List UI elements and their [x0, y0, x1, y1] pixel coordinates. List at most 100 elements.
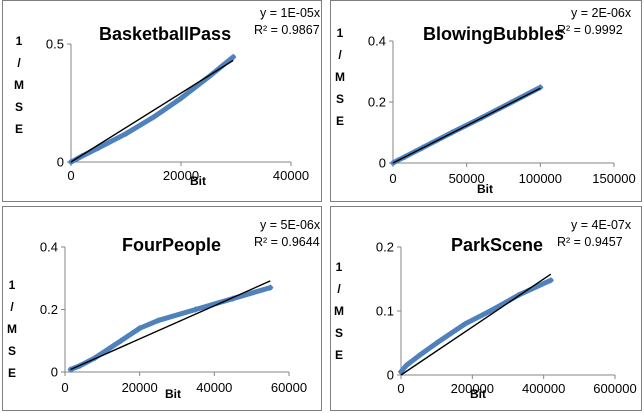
y-axis-label-char: 1: [9, 278, 16, 292]
y-axis-label-char: 1: [336, 260, 343, 274]
y-tick-label: 0: [379, 156, 386, 171]
x-tick-label: 100000: [519, 171, 562, 186]
trendline-equation: y = 2E-06x: [571, 6, 632, 20]
y-tick-label: 0.2: [376, 240, 394, 255]
y-axis-label-char: E: [336, 114, 344, 128]
chart-title: FourPeople: [122, 235, 221, 255]
y-tick-label: 0: [387, 368, 394, 383]
chart-panel-blowingbubbles: BlowingBubbles y = 2E-06x R² = 0.9992 Bi…: [330, 0, 642, 202]
data-point: [155, 317, 162, 324]
chart-title: ParkScene: [451, 235, 543, 255]
plot-area: 0 0.2 0.4 0 20000 40000 60000: [40, 240, 307, 396]
data-point: [229, 295, 237, 302]
chart-title: BlowingBubbles: [423, 24, 564, 44]
x-tick-label: 150000: [592, 171, 635, 186]
data-point: [117, 337, 125, 344]
x-tick-label: 0: [61, 380, 68, 395]
x-axis-label: Bit: [165, 387, 181, 401]
y-axis-label-char: /: [17, 56, 21, 70]
chart-panel-parkscene: ParkScene y = 4E-07x R² = 0.9457 Bit 1 / M…: [330, 206, 642, 411]
trendline: [392, 87, 541, 164]
x-tick-label: 0: [389, 171, 396, 186]
x-axis-label: Bit: [477, 182, 493, 196]
chart-svg-parkscene: ParkScene y = 4E-07x R² = 0.9457 Bit 1 / M…: [334, 218, 637, 401]
y-axis-label-char: /: [10, 300, 14, 314]
plot-area: 0 0.1 0.2 0 200000 400000 600000: [376, 240, 637, 397]
data-point: [267, 284, 274, 291]
data-point: [486, 307, 494, 315]
trendline: [70, 280, 271, 371]
x-tick-label: 20000: [163, 168, 199, 183]
trendline-equation: y = 4E-07x: [571, 218, 632, 232]
y-axis-label-char: S: [15, 100, 23, 114]
chart-panel-basketballpass: BasketballPass y = 1E-05x R² = 0.9867 Bi…: [2, 0, 322, 202]
y-tick-label: 0.4: [368, 34, 386, 49]
chart-panel-fourpeople: FourPeople y = 5E-06x R² = 0.9644 Bit 1 /…: [2, 206, 322, 411]
data-point: [95, 144, 102, 152]
x-axis-label: Bit: [470, 387, 486, 401]
y-axis-label: 1 / MSE: [334, 260, 344, 362]
trendline-equation: y = 5E-06x: [260, 218, 321, 232]
x-tick-label: 60000: [271, 380, 307, 395]
y-axis-label-char: /: [337, 282, 341, 296]
y-tick-label: 0.2: [368, 95, 386, 110]
data-point: [192, 306, 199, 313]
data-series-line: [68, 285, 273, 372]
y-axis-label-char: E: [335, 348, 343, 362]
y-axis-label-char: S: [335, 326, 343, 340]
y-axis-label-char: 1: [337, 26, 344, 40]
data-point: [230, 53, 237, 61]
plot-area: 0 0.2 0.4 0 50000 100000 150000: [368, 34, 636, 187]
trendline-equation: y = 1E-05x: [260, 6, 321, 20]
plot-area: 0 0.5 0 20000 40000: [46, 37, 309, 184]
data-point: [403, 362, 410, 369]
y-axis-label-char: M: [14, 78, 24, 92]
data-point: [433, 339, 440, 347]
chart-title: BasketballPass: [99, 24, 231, 44]
data-point: [91, 354, 99, 362]
y-axis-label-char: M: [7, 322, 17, 336]
y-tick-label: 0.1: [376, 304, 394, 319]
x-tick-label: 40000: [273, 168, 309, 183]
data-point: [205, 73, 212, 81]
x-tick-label: 0: [397, 381, 404, 396]
x-tick-label: 600000: [593, 381, 636, 396]
y-axis-label: 1 / MSE: [14, 34, 24, 136]
x-tick-label: 20000: [122, 380, 158, 395]
trendline: [400, 273, 552, 376]
y-axis-label-char: 1: [16, 34, 23, 48]
y-axis-label-char: E: [15, 122, 23, 136]
trendline-r2: R² = 0.9457: [557, 235, 623, 249]
y-axis-label-char: E: [8, 366, 16, 380]
data-point: [150, 113, 157, 121]
data-point: [547, 277, 554, 284]
trendline-r2: R² = 0.9867: [254, 23, 320, 37]
data-point: [415, 352, 423, 359]
x-tick-label: 50000: [449, 171, 485, 186]
x-tick-label: 0: [67, 168, 74, 183]
chart-svg-fourpeople: FourPeople y = 5E-06x R² = 0.9644 Bit 1 /…: [7, 218, 321, 401]
data-point: [136, 325, 143, 332]
y-axis-label: 1 / MSE: [7, 278, 17, 380]
y-axis-label-char: M: [334, 304, 344, 318]
y-tick-label: 0: [51, 365, 58, 380]
chart-svg-blowingbubbles: BlowingBubbles y = 2E-06x R² = 0.9992 Bi…: [335, 6, 636, 196]
y-tick-label: 0: [57, 155, 64, 170]
trendline-r2: R² = 0.9992: [557, 23, 623, 37]
y-axis-label-char: S: [8, 344, 16, 358]
data-point: [462, 320, 469, 327]
trendline: [70, 59, 234, 163]
data-point: [122, 130, 130, 137]
y-tick-label: 0.5: [46, 37, 64, 52]
x-tick-label: 40000: [196, 380, 232, 395]
x-tick-label: 200000: [451, 381, 494, 396]
x-axis-label: Bit: [190, 174, 206, 188]
data-point: [177, 95, 185, 102]
y-axis-label-char: S: [336, 92, 344, 106]
x-tick-label: 400000: [522, 381, 565, 396]
y-axis-label: 1 / MSE: [335, 26, 345, 128]
data-series-line: [398, 277, 554, 375]
chart-svg-basketballpass: BasketballPass y = 1E-05x R² = 0.9867 Bi…: [14, 6, 321, 188]
y-axis-label-char: M: [335, 70, 345, 84]
